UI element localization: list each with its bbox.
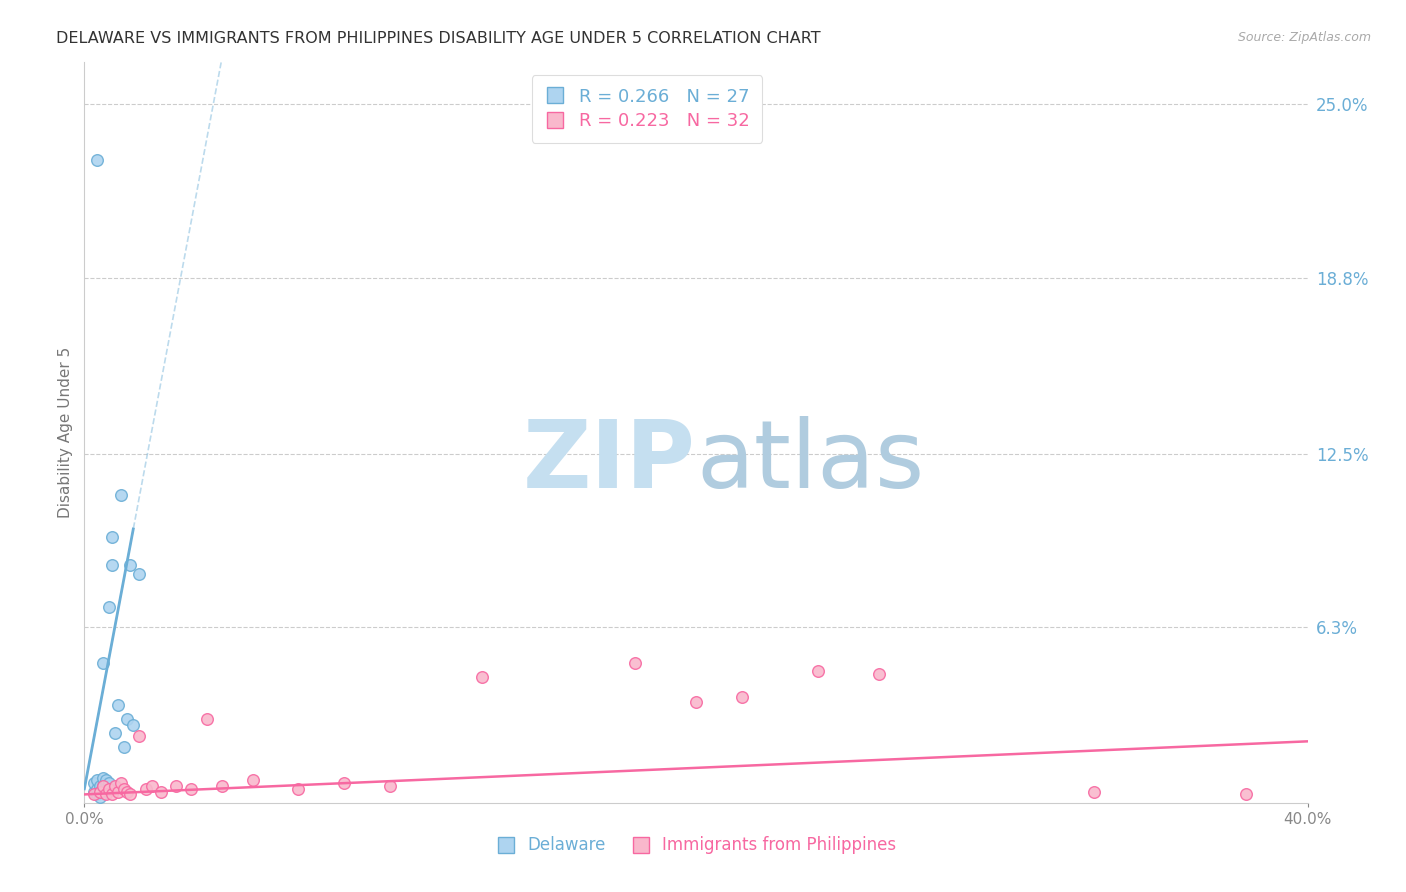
- Point: [104, 726, 127, 740]
- Point: [1236, 788, 1258, 802]
- Point: [83, 776, 105, 790]
- Point: [91, 779, 114, 793]
- Point: [471, 670, 494, 684]
- Point: [91, 771, 114, 785]
- Point: [141, 779, 163, 793]
- Point: [128, 566, 150, 581]
- Point: [112, 739, 135, 754]
- Point: [110, 488, 132, 502]
- Point: [807, 665, 830, 679]
- Point: [110, 776, 132, 790]
- Point: [101, 788, 124, 802]
- Point: [101, 558, 124, 573]
- Text: Source: ZipAtlas.com: Source: ZipAtlas.com: [1237, 31, 1371, 45]
- Point: [94, 788, 117, 802]
- Text: atlas: atlas: [696, 417, 924, 508]
- Point: [94, 776, 117, 790]
- Point: [120, 788, 142, 802]
- Text: ZIP: ZIP: [523, 417, 696, 508]
- Point: [107, 698, 129, 712]
- Point: [869, 667, 891, 681]
- Point: [86, 781, 108, 796]
- Point: [104, 779, 127, 793]
- Point: [122, 717, 145, 731]
- Legend: Delaware, Immigrants from Philippines: Delaware, Immigrants from Philippines: [489, 830, 903, 861]
- Point: [195, 712, 218, 726]
- Y-axis label: Disability Age Under 5: Disability Age Under 5: [58, 347, 73, 518]
- Point: [211, 779, 233, 793]
- Point: [287, 781, 309, 796]
- Point: [165, 779, 187, 793]
- Point: [115, 712, 138, 726]
- Point: [94, 773, 117, 788]
- Point: [731, 690, 754, 704]
- Point: [107, 784, 129, 798]
- Point: [89, 779, 111, 793]
- Point: [91, 656, 114, 670]
- Point: [101, 530, 124, 544]
- Point: [89, 790, 111, 805]
- Point: [149, 784, 172, 798]
- Point: [86, 788, 108, 802]
- Point: [333, 776, 356, 790]
- Point: [242, 773, 264, 788]
- Point: [624, 656, 647, 670]
- Point: [135, 781, 157, 796]
- Point: [1083, 784, 1105, 798]
- Point: [180, 781, 202, 796]
- Point: [685, 695, 707, 709]
- Point: [112, 781, 135, 796]
- Point: [83, 788, 105, 802]
- Point: [89, 784, 111, 798]
- Point: [86, 153, 108, 168]
- Point: [89, 784, 111, 798]
- Point: [83, 784, 105, 798]
- Point: [380, 779, 402, 793]
- Point: [89, 784, 111, 798]
- Point: [91, 779, 114, 793]
- Point: [97, 600, 120, 615]
- Point: [97, 781, 120, 796]
- Point: [120, 558, 142, 573]
- Point: [128, 729, 150, 743]
- Point: [86, 773, 108, 788]
- Point: [115, 784, 138, 798]
- Point: [97, 776, 120, 790]
- Text: DELAWARE VS IMMIGRANTS FROM PHILIPPINES DISABILITY AGE UNDER 5 CORRELATION CHART: DELAWARE VS IMMIGRANTS FROM PHILIPPINES …: [56, 31, 821, 46]
